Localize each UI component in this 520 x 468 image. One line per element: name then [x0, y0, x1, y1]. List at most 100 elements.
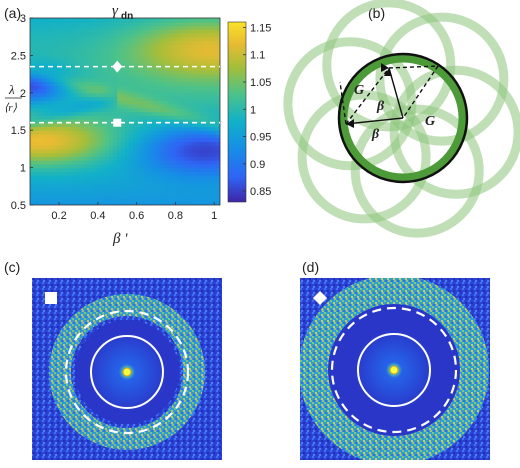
- heatmap-cell: [77, 85, 83, 90]
- heatmap-cell: [49, 197, 55, 202]
- heatmap-cell: [132, 100, 138, 105]
- heatmap-cell: [200, 70, 205, 75]
- heatmap-cell: [65, 51, 71, 56]
- heatmap-cell: [101, 182, 106, 187]
- heatmap-cell: [212, 21, 217, 27]
- heatmap-cell: [45, 178, 51, 184]
- heatmap-cell: [160, 201, 166, 205]
- heatmap-cell: [200, 89, 205, 94]
- heatmap-cell: [45, 190, 51, 195]
- heatmap-cell: [132, 59, 138, 64]
- heatmap-cell: [132, 44, 138, 49]
- heatmap-cell: [85, 145, 90, 150]
- heatmap-cell: [121, 62, 126, 68]
- heatmap-cell: [212, 182, 217, 187]
- heatmap-cell: [77, 178, 83, 184]
- heatmap-cell: [132, 126, 138, 131]
- heatmap-cell: [164, 100, 170, 105]
- heatmap-cell: [33, 118, 39, 124]
- heatmap-cell: [188, 36, 193, 42]
- heatmap-cell: [30, 126, 35, 131]
- heatmap-cell: [144, 126, 150, 131]
- heatmap-cell: [184, 40, 189, 45]
- heatmap-cell: [140, 152, 146, 157]
- heatmap-cell: [109, 201, 114, 205]
- heatmap-cell: [132, 18, 138, 23]
- heatmap-cell: [184, 163, 189, 169]
- heatmap-cell: [188, 130, 193, 135]
- heatmap-cell: [164, 137, 170, 143]
- heatmap-cell: [69, 36, 75, 42]
- heatmap-cell: [57, 178, 63, 184]
- heatmap-cell: [69, 77, 75, 83]
- heatmap-cell: [188, 40, 193, 45]
- heatmap-cell: [192, 74, 197, 79]
- heatmap-cell: [45, 148, 51, 154]
- heatmap-cell: [168, 111, 174, 116]
- heatmap-cell: [49, 25, 55, 30]
- heatmap-cell: [97, 89, 102, 94]
- heatmap-cell: [61, 190, 67, 195]
- heatmap-cell: [89, 62, 94, 68]
- heatmap-cell: [49, 29, 55, 34]
- heatmap-cell: [49, 107, 55, 113]
- heatmap-cell: [180, 47, 185, 53]
- heatmap-cell: [101, 18, 106, 23]
- heatmap-cell: [45, 32, 51, 38]
- heatmap-cell: [117, 152, 122, 157]
- heatmap-cell: [37, 186, 43, 191]
- heatmap-cell: [33, 59, 39, 64]
- heatmap-cell: [180, 126, 185, 131]
- heatmap-cell: [113, 175, 118, 180]
- heatmap-cell: [144, 152, 150, 157]
- heatmap-cell: [61, 96, 67, 101]
- heatmap-cell: [125, 70, 130, 75]
- heatmap-cell: [184, 197, 189, 202]
- heatmap-cell: [30, 141, 35, 146]
- heatmap-cell: [204, 167, 209, 172]
- heatmap-cell: [69, 47, 75, 53]
- heatmap-cell: [208, 36, 213, 42]
- heatmap-cell: [57, 175, 63, 180]
- heatmap-cell: [57, 201, 63, 205]
- heatmap-cell: [73, 186, 79, 191]
- heatmap-cell: [49, 201, 55, 205]
- heatmap-cell: [176, 51, 182, 56]
- heatmap-cell: [180, 96, 185, 101]
- heatmap-cell: [156, 182, 162, 187]
- heatmap-cell: [41, 104, 47, 109]
- x-tick-label: 1: [211, 210, 217, 222]
- heatmap-cell: [196, 193, 201, 199]
- heatmap-cell: [125, 130, 130, 135]
- heatmap-cell: [204, 193, 209, 199]
- heatmap-cell: [188, 104, 193, 109]
- heatmap-cell: [77, 104, 83, 109]
- heatmap-cell: [172, 145, 178, 150]
- heatmap-cell: [196, 126, 201, 131]
- heatmap-cell: [45, 85, 51, 90]
- heatmap-cell: [49, 190, 55, 195]
- heatmap-cell: [101, 25, 106, 30]
- heatmap-cell: [136, 197, 142, 202]
- heatmap-cell: [121, 197, 126, 202]
- heatmap-cell: [97, 201, 102, 205]
- heatmap-cell: [172, 190, 178, 195]
- heatmap-cell: [168, 96, 174, 101]
- heatmap-cell: [188, 190, 193, 195]
- heatmap-cell: [77, 100, 83, 105]
- heatmap-cell: [152, 25, 158, 30]
- heatmap-cell: [53, 193, 59, 199]
- heatmap-cell: [113, 59, 118, 64]
- heatmap-cell: [176, 175, 182, 180]
- heatmap-cell: [65, 62, 71, 68]
- heatmap-cell: [180, 25, 185, 30]
- heatmap-cell: [30, 62, 35, 68]
- heatmap-cell: [176, 190, 182, 195]
- heatmap-cell: [73, 96, 79, 101]
- heatmap-cell: [176, 160, 182, 165]
- heatmap-cell: [192, 167, 197, 172]
- heatmap-cell: [208, 133, 213, 139]
- heatmap-cell: [89, 163, 94, 169]
- heatmap-cell: [93, 36, 98, 42]
- heatmap-cell: [140, 126, 146, 131]
